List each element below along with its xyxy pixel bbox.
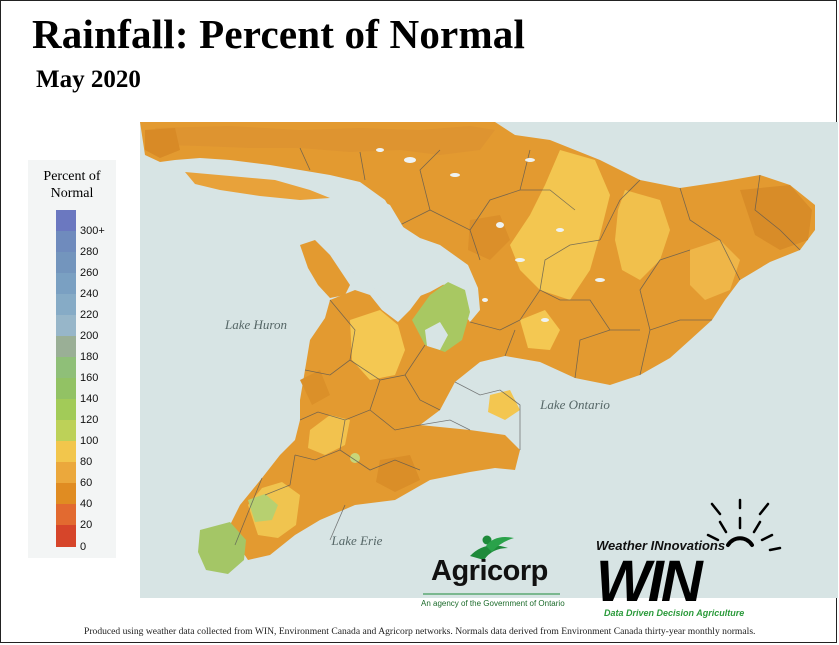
win-tagline: Data Driven Decision Agriculture <box>604 608 745 618</box>
map-title: Rainfall: Percent of Normal <box>32 11 526 57</box>
legend-label: 260 <box>80 267 99 279</box>
legend-label: 120 <box>80 414 99 426</box>
legend-label: 100 <box>80 435 99 447</box>
county-boundaries <box>234 147 801 546</box>
legend-label: 280 <box>80 246 99 258</box>
legend-label: 180 <box>80 351 99 363</box>
legend-label: 60 <box>80 477 93 489</box>
agricorp-logo-text: Agricorp <box>431 555 548 587</box>
legend-label: 40 <box>80 498 93 510</box>
legend-label: 80 <box>80 456 93 468</box>
rainfall-zone-40-60 <box>145 128 812 492</box>
legend-label: 0 <box>80 541 87 553</box>
map-subtitle: May 2020 <box>36 66 141 93</box>
lake-simcoe <box>425 322 448 350</box>
win-brand-text: Weather INnovations <box>596 538 726 553</box>
legend-label: 240 <box>80 288 99 300</box>
legend-label: 140 <box>80 393 99 405</box>
lake-erie-label: Lake Erie <box>331 533 383 548</box>
legend-label: 200 <box>80 330 99 342</box>
win-logo-text: WIN <box>596 549 703 614</box>
legend-label: 220 <box>80 309 99 321</box>
agricorp-tagline: An agency of the Government of Ontario <box>421 599 565 608</box>
inland-lakes <box>376 148 605 322</box>
win-sun-icon <box>706 498 782 552</box>
legend-title: Percent of Normal <box>43 169 101 201</box>
lake-huron-label: Lake Huron <box>224 317 287 332</box>
georgian-bay <box>326 190 458 310</box>
lake-ontario-label: Lake Ontario <box>539 397 610 412</box>
agricorp-logo-mark <box>470 535 514 560</box>
legend-label: 300+ <box>80 225 105 237</box>
legend-color-bar <box>56 210 76 547</box>
footer-credit: Produced using weather data collected fr… <box>84 626 756 637</box>
legend-label: 20 <box>80 519 93 531</box>
legend-label: 160 <box>80 372 99 384</box>
